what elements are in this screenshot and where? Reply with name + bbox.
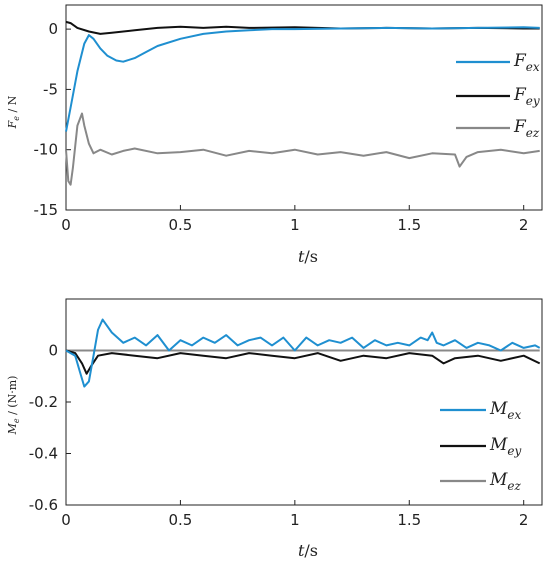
series-line-fez	[65, 112, 540, 186]
force-legend: Fex Fey Fez	[456, 51, 540, 140]
y-tick-label: 0	[48, 20, 58, 38]
x-tick-label: 1.5	[397, 216, 421, 234]
force-x-axis-label: t/s	[298, 247, 318, 266]
x-tick-label: 2	[519, 511, 529, 529]
y-tick-label: 0	[48, 342, 58, 360]
legend-label-mey: Mey	[489, 435, 522, 458]
x-tick-label: 0.5	[168, 511, 192, 529]
legend-label-fey: Fey	[513, 85, 540, 108]
moment-y-ticks: 0 -0.2 -0.4 -0.6	[29, 342, 71, 514]
force-plot-frame	[65, 4, 543, 211]
series-line-mex	[65, 318, 541, 388]
y-tick-label: -0.6	[29, 496, 58, 514]
legend-label-fex: Fex	[513, 51, 540, 74]
series-line-mey	[65, 349, 541, 375]
force-x-ticks: 0 0.5 1 1.5 2	[61, 205, 528, 234]
force-chart: 0 0.5 1 1.5 2 0 -5 -10 -15 t/s Fe / N Fex Fey F…	[6, 4, 543, 266]
legend-label-mex: Mex	[489, 399, 522, 422]
moment-legend: Mex Mey Mez	[440, 399, 522, 493]
force-series-lines	[65, 20, 540, 186]
x-tick-label: 0	[61, 216, 71, 234]
force-y-ticks: 0 -5 -10 -15	[34, 20, 71, 219]
moment-chart: 0 0.5 1 1.5 2 0 -0.2 -0.4 -0.6 t/s Me / (N·m) M…	[6, 298, 543, 560]
y-tick-label: -0.2	[29, 393, 58, 411]
moment-plot-frame	[65, 298, 543, 506]
y-tick-label: -10	[34, 141, 59, 159]
x-tick-label: 1	[290, 511, 300, 529]
y-tick-label: -0.4	[29, 445, 58, 463]
y-tick-label: -5	[43, 80, 58, 98]
moment-series-lines	[65, 318, 541, 388]
legend-label-mez: Mez	[489, 470, 522, 493]
series-line-fex	[65, 26, 540, 132]
x-tick-label: 0	[61, 511, 71, 529]
legend-label-fez: Fez	[513, 117, 540, 140]
x-tick-label: 1.5	[397, 511, 421, 529]
moment-x-axis-label: t/s	[298, 541, 318, 560]
moment-x-ticks: 0 0.5 1 1.5 2	[61, 500, 528, 529]
x-tick-label: 1	[290, 216, 300, 234]
x-tick-label: 2	[519, 216, 529, 234]
moment-y-axis-label: Me / (N·m)	[6, 376, 21, 436]
y-tick-label: -15	[34, 201, 59, 219]
force-y-axis-label: Fe / N	[6, 95, 21, 129]
x-tick-label: 0.5	[168, 216, 192, 234]
